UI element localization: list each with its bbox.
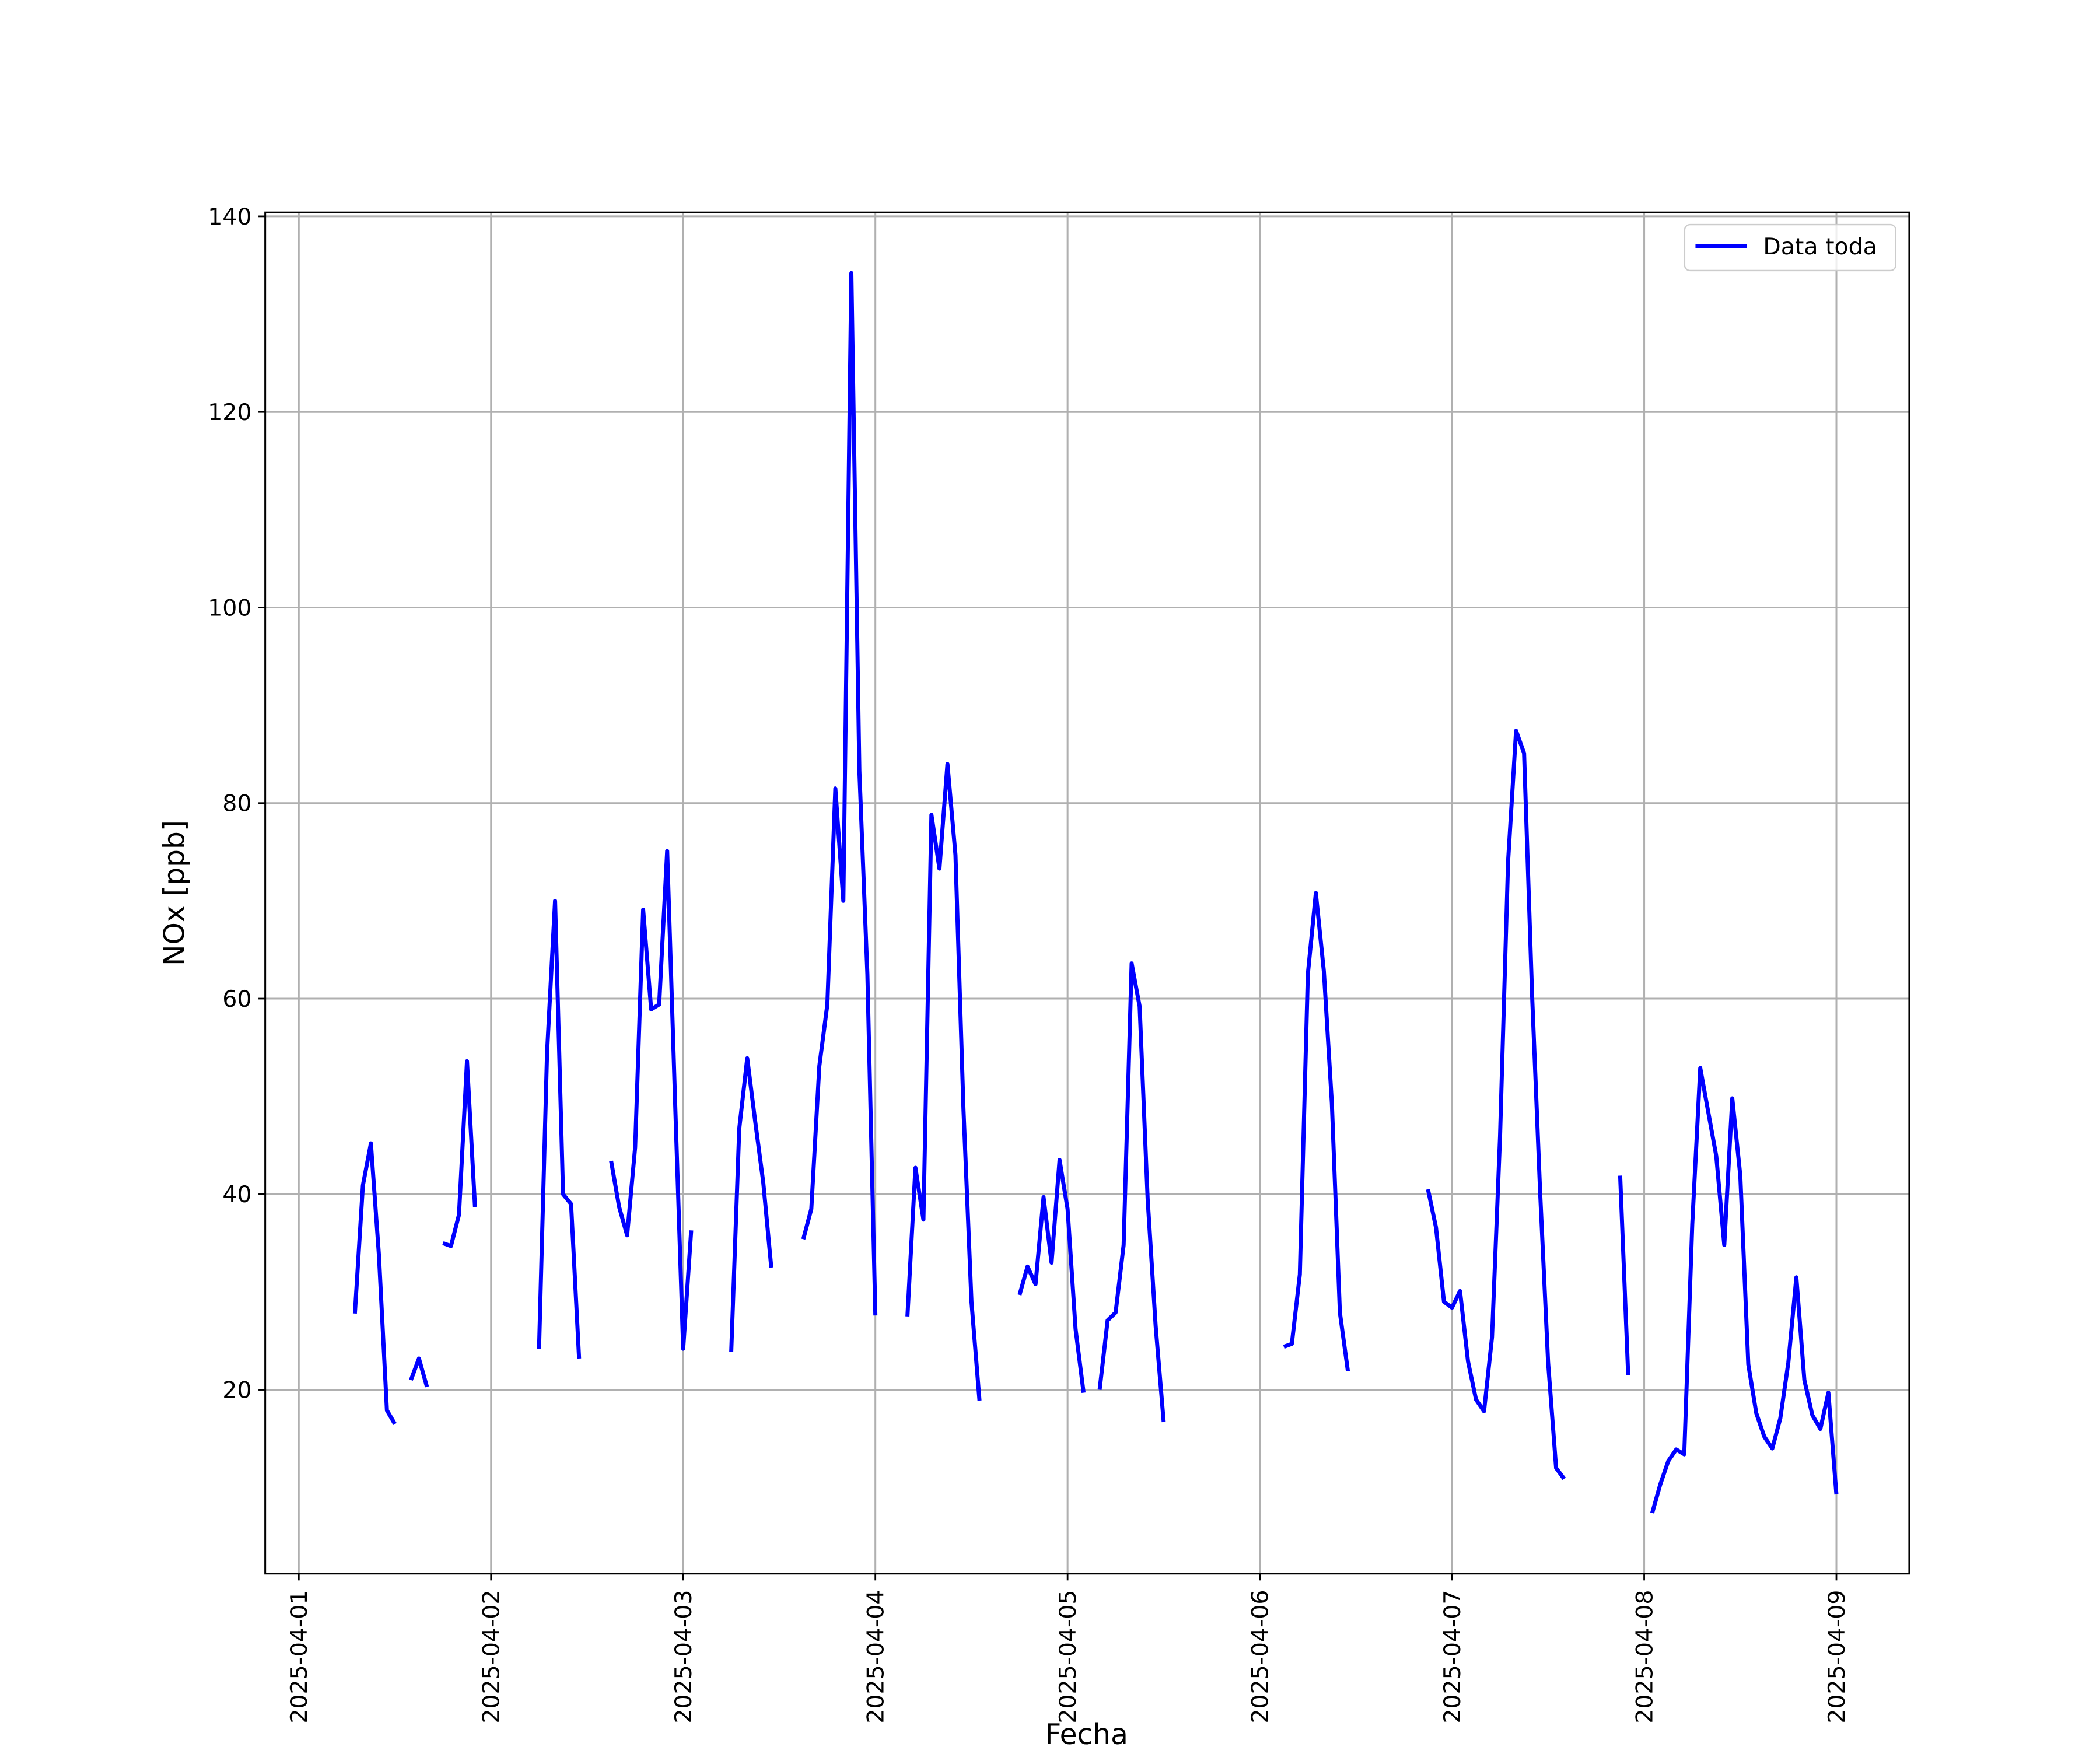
y-tick-label: 60: [222, 986, 251, 1013]
y-tick-label: 120: [208, 399, 251, 426]
x-tick-label: 2025-04-02: [478, 1590, 505, 1724]
x-tick-label: 2025-04-03: [670, 1590, 697, 1724]
x-tick-label: 2025-04-08: [1631, 1590, 1658, 1724]
x-tick-label: 2025-04-04: [863, 1590, 890, 1724]
x-tick-label: 2025-04-01: [286, 1590, 313, 1724]
x-axis-label: Fecha: [1045, 1718, 1128, 1750]
y-tick-label: 100: [208, 594, 251, 621]
y-tick-label: 140: [208, 204, 251, 230]
plot-frame: [264, 211, 1910, 1575]
x-tick-label: 2025-04-05: [1055, 1590, 1082, 1724]
legend-label: Data toda: [1763, 233, 1877, 260]
y-axis-label: NOx [ppb]: [158, 820, 191, 966]
data-line: [352, 271, 1839, 1514]
y-tick-label: 40: [222, 1181, 251, 1208]
x-tick-label: 2025-04-06: [1247, 1590, 1274, 1724]
y-tick-label: 80: [222, 790, 251, 817]
x-tick-label: 2025-04-09: [1824, 1590, 1850, 1724]
x-tick-label: 2025-04-07: [1439, 1590, 1466, 1724]
y-tick-label: 20: [222, 1377, 251, 1404]
legend-box: [1684, 223, 1896, 272]
